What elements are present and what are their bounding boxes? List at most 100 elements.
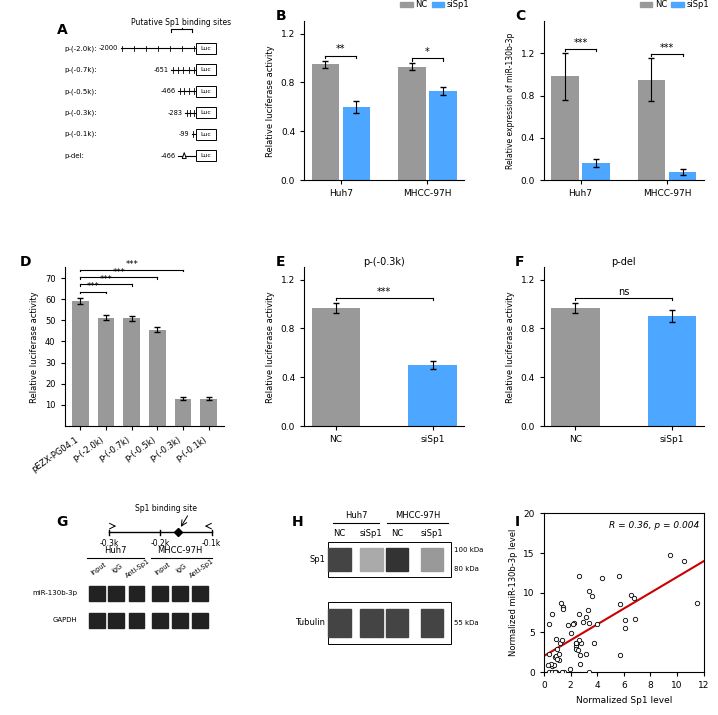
- Bar: [192, 613, 208, 628]
- Point: [558, 666, 569, 678]
- Text: siSp1: siSp1: [360, 529, 383, 538]
- Bar: [386, 608, 408, 637]
- Text: ***: ***: [87, 282, 100, 291]
- Point: [571, 641, 582, 652]
- Text: -283: -283: [167, 109, 182, 116]
- Text: D: D: [20, 255, 32, 269]
- Point: [544, 666, 555, 678]
- Point: [597, 572, 608, 583]
- FancyBboxPatch shape: [195, 64, 216, 75]
- Text: -0.3k: -0.3k: [100, 539, 119, 548]
- Bar: [551, 77, 579, 180]
- Bar: [342, 107, 370, 180]
- Text: 55 kDa: 55 kDa: [454, 620, 479, 626]
- Bar: [108, 613, 123, 628]
- Point: [565, 627, 577, 638]
- Text: C: C: [515, 9, 526, 23]
- Bar: [582, 163, 610, 180]
- Point: [572, 644, 583, 656]
- Point: [551, 633, 562, 644]
- Point: [588, 638, 600, 649]
- Point: [562, 619, 574, 631]
- Text: Anti-Sp1: Anti-Sp1: [189, 558, 215, 578]
- Bar: [360, 608, 383, 637]
- Bar: [409, 365, 457, 426]
- FancyBboxPatch shape: [195, 86, 216, 97]
- Bar: [398, 66, 426, 180]
- Polygon shape: [182, 152, 186, 159]
- Text: G: G: [57, 515, 68, 529]
- Text: p-(-0.1k):: p-(-0.1k):: [65, 131, 97, 137]
- Bar: [172, 613, 187, 628]
- X-axis label: Normalized Sp1 level: Normalized Sp1 level: [576, 696, 672, 705]
- Point: [574, 608, 585, 620]
- Bar: [638, 79, 666, 180]
- Point: [551, 644, 563, 655]
- Bar: [312, 307, 360, 426]
- Text: E: E: [276, 255, 285, 269]
- Point: [546, 666, 558, 678]
- Point: [555, 597, 567, 608]
- Text: -651: -651: [154, 66, 169, 73]
- Point: [567, 618, 579, 630]
- Bar: [149, 330, 166, 426]
- Text: Huh7: Huh7: [105, 546, 127, 555]
- Text: Input: Input: [90, 561, 107, 576]
- Bar: [328, 542, 451, 577]
- Point: [569, 618, 580, 629]
- Text: MHCC-97H: MHCC-97H: [157, 546, 202, 555]
- Point: [580, 611, 592, 623]
- Bar: [192, 586, 208, 601]
- Bar: [328, 548, 350, 571]
- Text: ***: ***: [377, 287, 391, 297]
- Point: [628, 592, 640, 603]
- Point: [546, 659, 557, 670]
- Point: [574, 649, 585, 661]
- Bar: [386, 548, 408, 571]
- Bar: [200, 399, 217, 426]
- Text: Tubulin: Tubulin: [295, 618, 325, 627]
- Text: -466: -466: [161, 152, 176, 159]
- Text: Luc: Luc: [200, 46, 211, 51]
- Point: [574, 571, 585, 582]
- Bar: [152, 586, 169, 601]
- Text: p-(-0.3k):: p-(-0.3k):: [65, 109, 97, 116]
- Point: [564, 663, 576, 674]
- Point: [544, 649, 555, 660]
- Text: Luc: Luc: [200, 153, 211, 158]
- FancyBboxPatch shape: [195, 150, 216, 161]
- Bar: [429, 91, 457, 180]
- Point: [580, 649, 592, 660]
- Text: I: I: [515, 515, 521, 529]
- Text: ns: ns: [618, 287, 630, 297]
- Text: Anti-Sp1: Anti-Sp1: [125, 558, 151, 578]
- Point: [620, 614, 631, 626]
- Point: [678, 556, 689, 567]
- Text: GAPDH: GAPDH: [52, 617, 78, 623]
- Title: p-del: p-del: [612, 257, 636, 267]
- FancyBboxPatch shape: [195, 43, 216, 54]
- Legend: NC, siSp1: NC, siSp1: [637, 0, 712, 13]
- Point: [544, 618, 555, 630]
- Text: Luc: Luc: [200, 67, 211, 72]
- Point: [553, 649, 564, 660]
- Point: [583, 666, 595, 678]
- Text: NC: NC: [391, 529, 403, 538]
- Point: [570, 638, 582, 649]
- Y-axis label: Relative luciferase activity: Relative luciferase activity: [30, 291, 39, 403]
- Point: [570, 644, 582, 655]
- Point: [665, 550, 676, 561]
- Text: MHCC-97H: MHCC-97H: [395, 511, 440, 520]
- Text: Luc: Luc: [200, 89, 211, 94]
- Bar: [129, 586, 144, 601]
- Text: A: A: [57, 23, 67, 37]
- Point: [546, 660, 558, 671]
- FancyBboxPatch shape: [195, 129, 216, 139]
- Point: [551, 653, 562, 664]
- Text: *: *: [425, 47, 430, 57]
- Point: [582, 604, 594, 616]
- Text: ***: ***: [574, 38, 587, 48]
- Text: F: F: [515, 255, 525, 269]
- Point: [584, 585, 595, 596]
- Text: B: B: [276, 9, 286, 23]
